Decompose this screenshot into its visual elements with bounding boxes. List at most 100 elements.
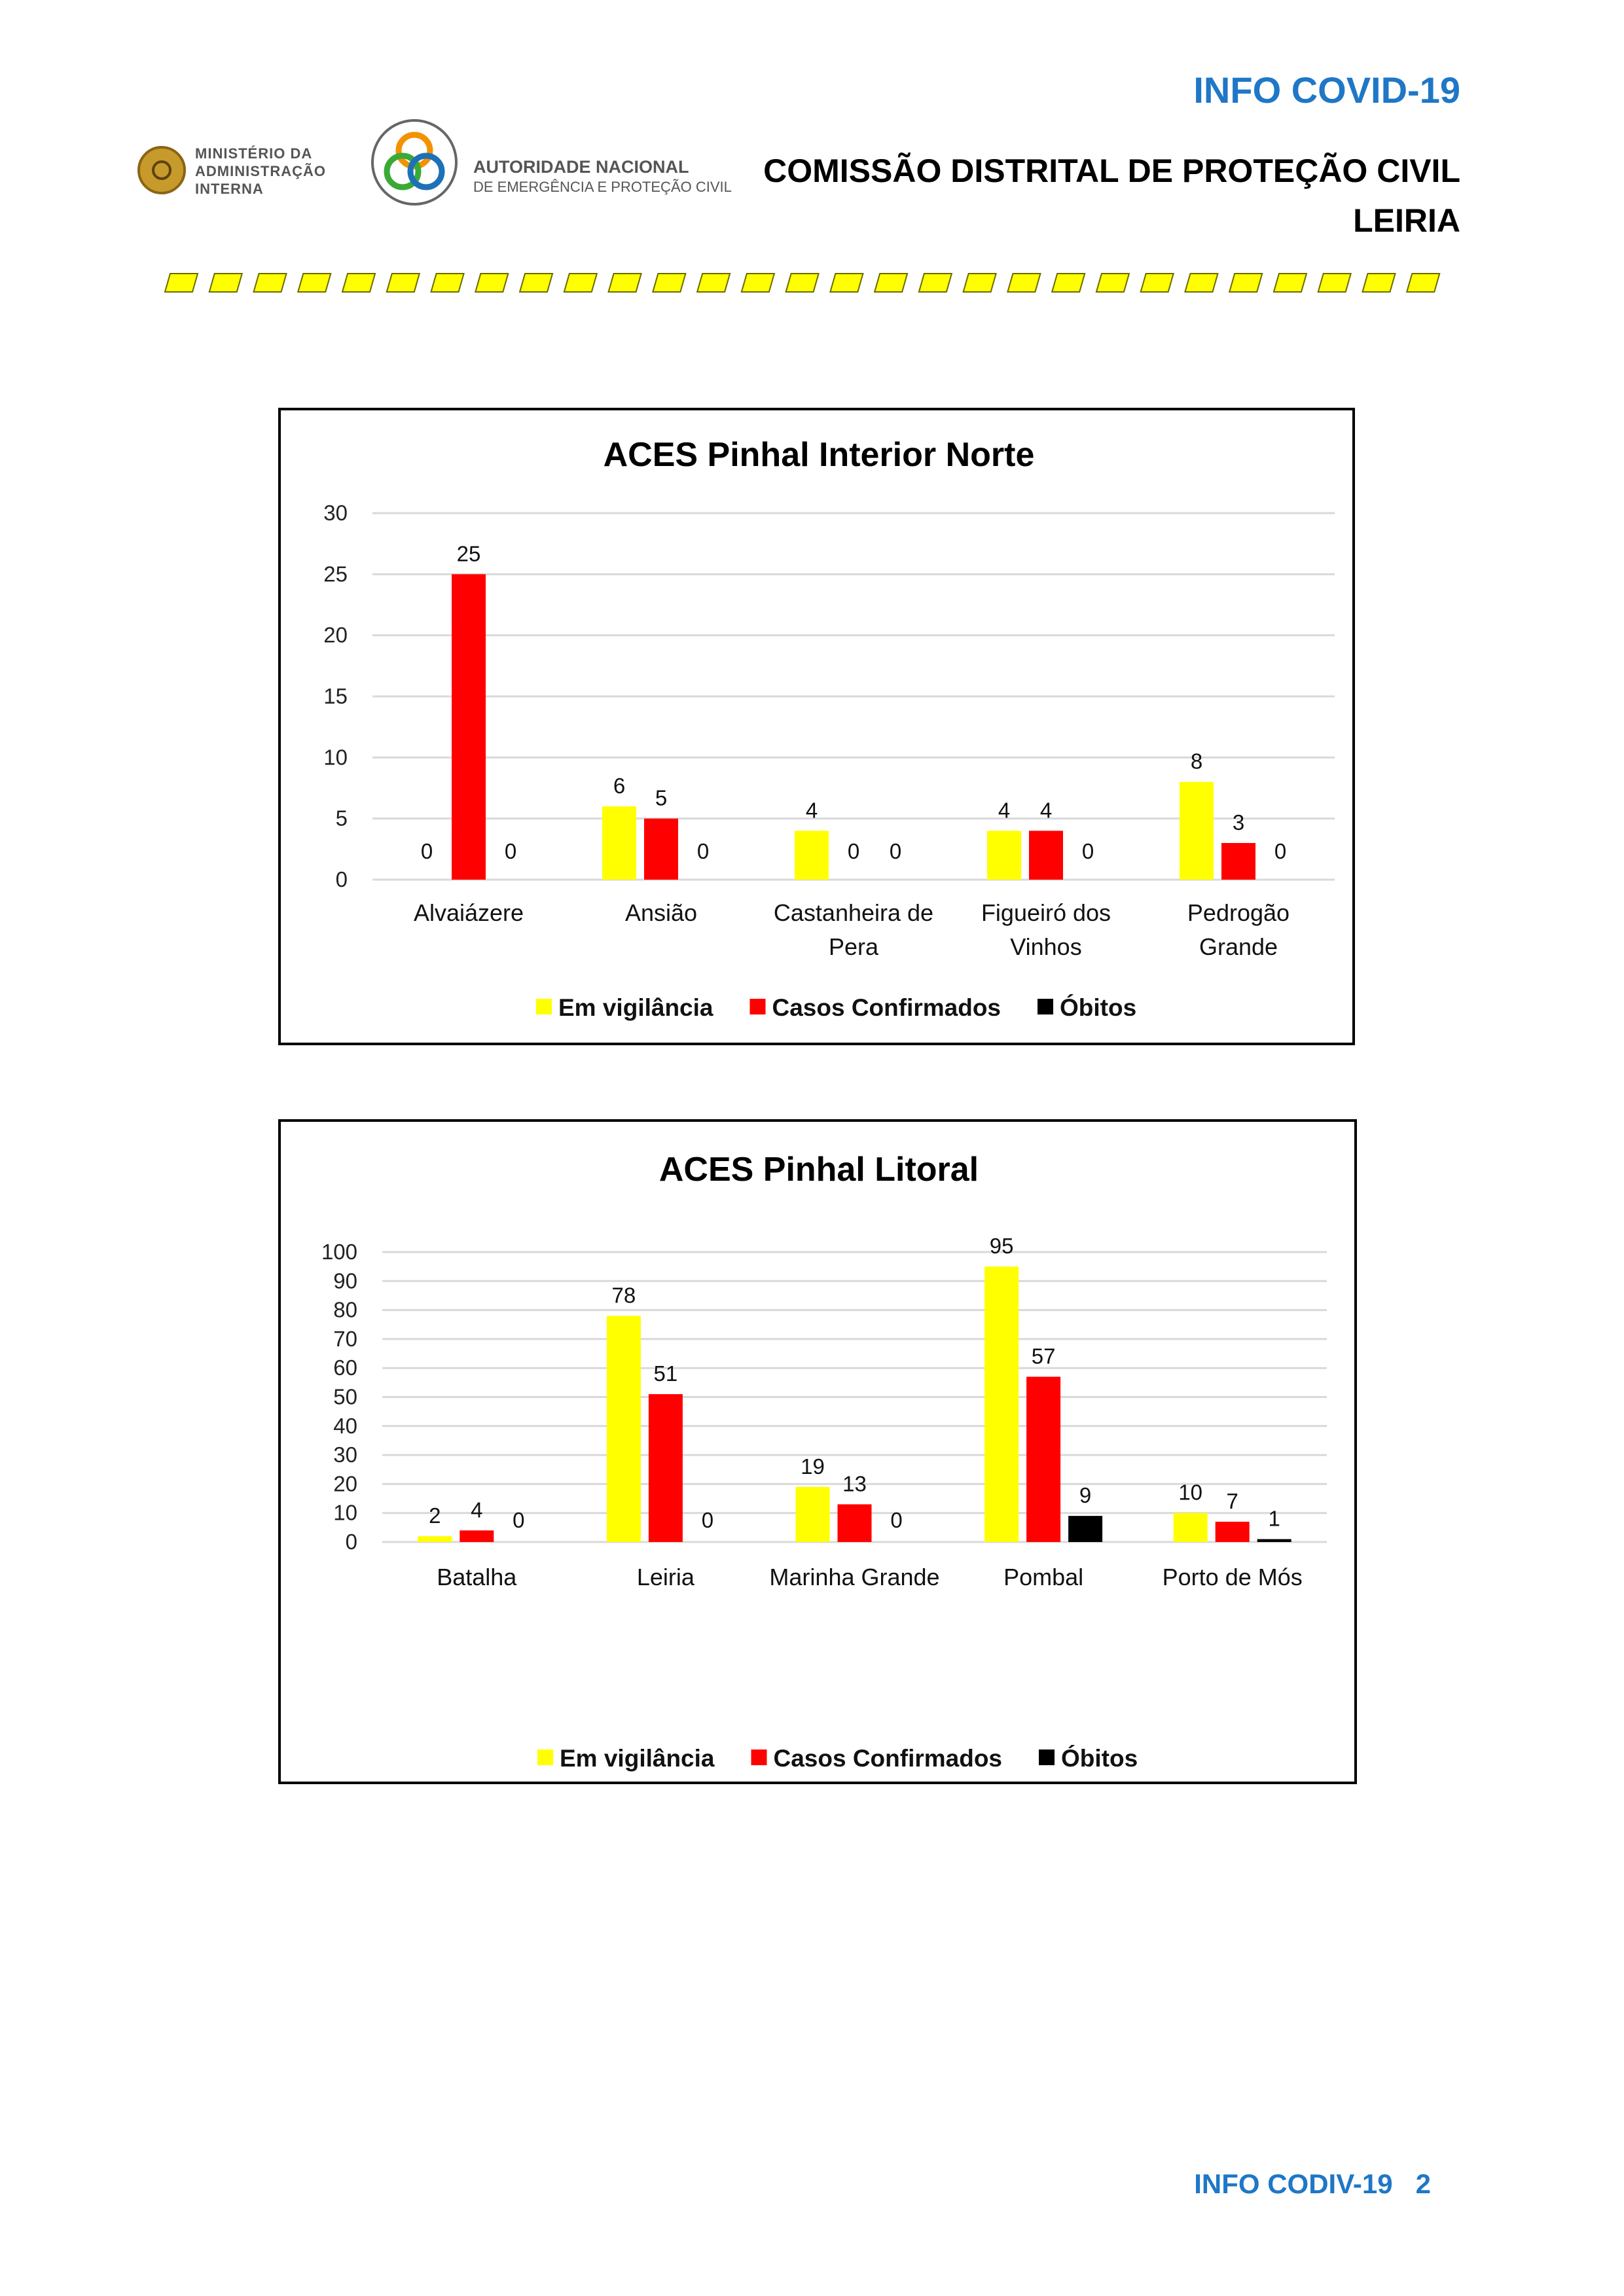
data-label: 19 [801,1454,825,1479]
stripe-dash [607,273,642,293]
stripe-dash [1007,273,1041,293]
y-tick-label: 0 [346,1530,357,1554]
anepc-logo-line2: DE EMERGÊNCIA E PROTEÇÃO CIVIL [473,179,732,195]
anepc-logo: AUTORIDADE NACIONAL DE EMERGÊNCIA E PROT… [369,117,735,208]
stripe-dash [829,273,864,293]
mai-logo: MINISTÉRIO DA ADMINISTRAÇÃO INTERNA [137,141,327,200]
stripe-dash [386,273,421,293]
bar [984,1266,1019,1542]
mai-seal-icon [137,146,186,194]
bar [602,806,636,880]
chart-pinhal-interior-norte: ACES Pinhal Interior Norte 0 5 10 15 20 25 30 0 2… [278,408,1355,1045]
stripe-dash [474,273,509,293]
stripe-dash [563,273,598,293]
category-label: Pera [829,933,879,960]
stripe-dash [518,273,554,293]
data-label: 0 [505,839,516,863]
bar [1257,1539,1291,1542]
data-label: 95 [990,1234,1014,1258]
stripe-dash [164,273,199,293]
chart-title: ACES Pinhal Interior Norte [604,436,1035,474]
y-tick-label: 40 [333,1414,357,1438]
chart-pinhal-litoral: ACES Pinhal Litoral 0 10 20 30 40 50 60 70 80 90 10… [278,1119,1357,1784]
stripe-dash [873,273,909,293]
data-label: 7 [1227,1489,1238,1513]
bar [795,1486,830,1542]
y-tick-label: 20 [323,623,348,647]
data-label: 5 [655,786,667,810]
stripe-dash [652,273,687,293]
data-label: 4 [471,1498,482,1522]
page-number: 2 [1415,2168,1431,2199]
y-tick-label: 10 [333,1501,357,1525]
category-label: Pedrogão [1187,899,1290,926]
data-label: 8 [1191,749,1202,774]
category-label: Alvaiázere [414,899,524,926]
data-label: 0 [421,839,433,863]
bar [606,1316,641,1542]
stripe-dash [297,273,332,293]
legend-swatch [749,999,766,1014]
bar [837,1504,872,1542]
footer-text: INFO CODIV-19 [1194,2168,1393,2199]
bar [1180,781,1214,880]
data-label: 2 [429,1503,441,1528]
y-tick-label: 15 [323,684,348,708]
y-tick-label: 10 [323,745,348,769]
yellow-dash-divider [164,273,1441,293]
page-title: INFO COVID-19 [1193,69,1460,111]
y-tick-label: 70 [333,1327,357,1351]
data-label: 4 [806,798,818,822]
bar [1173,1513,1208,1542]
legend-swatch [751,1749,767,1765]
y-tick-label: 0 [336,867,348,891]
legend-swatch [1039,1749,1055,1765]
data-label: 0 [890,1508,902,1532]
stripe-dash [430,273,465,293]
category-label: Ansião [625,899,697,926]
y-tick-label: 80 [333,1298,357,1322]
y-tick-label: 30 [333,1443,357,1467]
y-tick-label: 20 [333,1471,357,1496]
stripe-dash [1095,273,1130,293]
data-label: 0 [697,839,709,863]
stripe-dash [740,273,776,293]
stripe-dash [1272,273,1308,293]
category-label: Batalha [437,1564,517,1590]
stripe-dash [1184,273,1219,293]
stripe-dash [341,273,376,293]
data-label: 1 [1269,1507,1280,1531]
bar [1221,843,1255,880]
legend-label: Casos Confirmados [772,994,1001,1021]
y-tick-label: 50 [333,1385,357,1409]
anepc-emblem-icon [371,119,458,206]
bar [418,1536,452,1542]
bar [795,831,829,880]
category-label: Grande [1199,933,1278,960]
stripe-dash [785,273,820,293]
data-label: 0 [1274,839,1286,863]
bar [460,1530,494,1542]
category-label: Marinha Grande [769,1564,939,1590]
y-tick-label: 90 [333,1268,357,1293]
stripe-dash [962,273,997,293]
data-label: 6 [613,774,625,798]
data-label: 0 [890,839,901,863]
stripe-dash [1405,273,1441,293]
legend-swatch [1038,999,1054,1014]
data-label: 51 [654,1361,678,1386]
bar [452,574,486,880]
chart-title: ACES Pinhal Litoral [659,1151,979,1189]
bar [1068,1516,1103,1542]
bar [644,818,678,880]
page-footer: INFO CODIV-19 2 [1194,2168,1431,2200]
stripe-dash [1140,273,1175,293]
stripe-dash [918,273,953,293]
data-label: 4 [998,798,1010,822]
category-label: Castanheira de [774,899,933,926]
data-label: 25 [457,541,481,565]
stripe-dash [696,273,731,293]
legend-label: Casos Confirmados [774,1745,1003,1772]
data-label: 0 [513,1508,524,1532]
data-label: 9 [1079,1483,1091,1507]
